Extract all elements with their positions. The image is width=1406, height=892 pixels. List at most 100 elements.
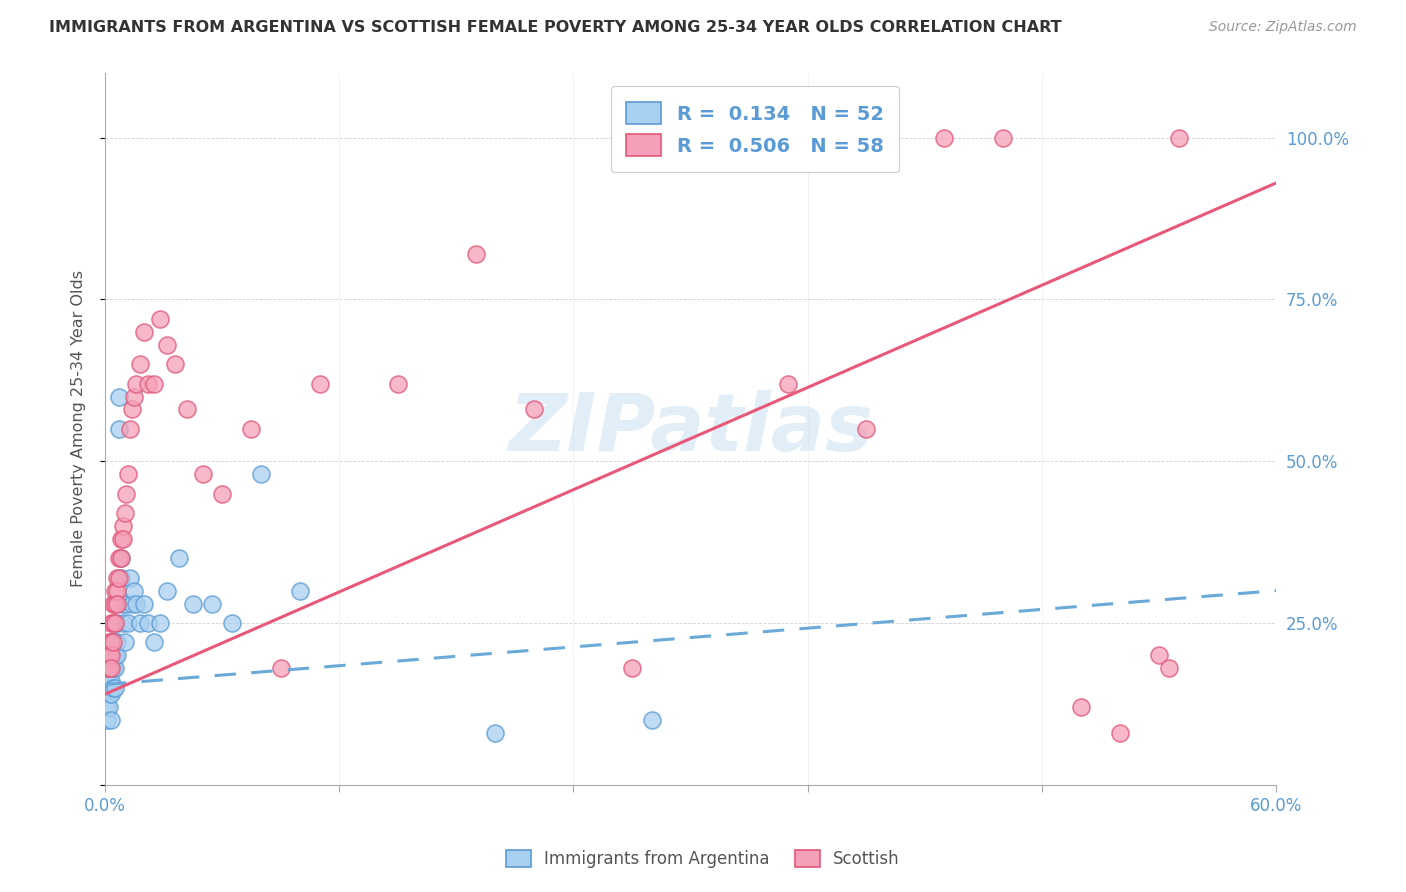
Point	[97, 635, 120, 649]
Point	[991, 130, 1014, 145]
Point	[156, 337, 179, 351]
Point	[132, 325, 155, 339]
Text: IMMIGRANTS FROM ARGENTINA VS SCOTTISH FEMALE POVERTY AMONG 25-34 YEAR OLDS CORRE: IMMIGRANTS FROM ARGENTINA VS SCOTTISH FE…	[49, 20, 1062, 35]
Point	[156, 583, 179, 598]
Point	[855, 422, 877, 436]
Point	[117, 615, 139, 630]
Point	[114, 635, 136, 649]
Point	[101, 648, 124, 663]
Point	[122, 390, 145, 404]
Point	[111, 597, 134, 611]
Point	[167, 551, 190, 566]
Point	[104, 583, 127, 598]
Point	[100, 713, 122, 727]
Point	[101, 615, 124, 630]
Point	[97, 687, 120, 701]
Point	[105, 615, 128, 630]
Point	[114, 506, 136, 520]
Point	[181, 597, 204, 611]
Point	[270, 661, 292, 675]
Point	[104, 681, 127, 695]
Point	[464, 247, 486, 261]
Point	[129, 357, 152, 371]
Point	[107, 422, 129, 436]
Point	[110, 571, 132, 585]
Point	[104, 648, 127, 663]
Point	[191, 467, 214, 482]
Point	[176, 402, 198, 417]
Point	[136, 376, 159, 391]
Point	[97, 700, 120, 714]
Point	[132, 597, 155, 611]
Point	[125, 376, 148, 391]
Point	[120, 571, 142, 585]
Point	[97, 661, 120, 675]
Point	[142, 635, 165, 649]
Point	[96, 661, 118, 675]
Point	[201, 597, 224, 611]
Point	[97, 661, 120, 675]
Point	[136, 615, 159, 630]
Point	[97, 648, 120, 663]
Point	[101, 597, 124, 611]
Y-axis label: Female Poverty Among 25-34 Year Olds: Female Poverty Among 25-34 Year Olds	[72, 270, 86, 587]
Point	[100, 648, 122, 663]
Point	[387, 376, 409, 391]
Point	[778, 376, 800, 391]
Legend: Immigrants from Argentina, Scottish: Immigrants from Argentina, Scottish	[499, 843, 907, 875]
Point	[105, 597, 128, 611]
Point	[1070, 700, 1092, 714]
Legend: R =  0.134   N = 52, R =  0.506   N = 58: R = 0.134 N = 52, R = 0.506 N = 58	[610, 87, 900, 172]
Point	[121, 402, 143, 417]
Point	[110, 551, 132, 566]
Point	[875, 130, 897, 145]
Point	[110, 532, 132, 546]
Point	[934, 130, 956, 145]
Point	[101, 661, 124, 675]
Point	[129, 615, 152, 630]
Point	[105, 571, 128, 585]
Point	[149, 615, 172, 630]
Point	[115, 597, 138, 611]
Point	[250, 467, 273, 482]
Point	[100, 635, 122, 649]
Point	[96, 648, 118, 663]
Point	[100, 687, 122, 701]
Point	[107, 551, 129, 566]
Point	[100, 615, 122, 630]
Point	[104, 615, 127, 630]
Point	[120, 422, 142, 436]
Point	[104, 661, 127, 675]
Point	[211, 486, 233, 500]
Point	[115, 486, 138, 500]
Point	[105, 583, 128, 598]
Point	[107, 571, 129, 585]
Point	[165, 357, 187, 371]
Point	[100, 661, 122, 675]
Point	[101, 681, 124, 695]
Point	[105, 648, 128, 663]
Point	[96, 700, 118, 714]
Point	[104, 635, 127, 649]
Point	[121, 597, 143, 611]
Point	[100, 648, 122, 663]
Point	[96, 713, 118, 727]
Point	[125, 597, 148, 611]
Point	[107, 390, 129, 404]
Point	[117, 467, 139, 482]
Point	[100, 674, 122, 689]
Point	[1109, 726, 1132, 740]
Point	[101, 635, 124, 649]
Point	[122, 583, 145, 598]
Point	[105, 635, 128, 649]
Point	[149, 311, 172, 326]
Point	[1167, 130, 1189, 145]
Point	[1147, 648, 1170, 663]
Text: Source: ZipAtlas.com: Source: ZipAtlas.com	[1209, 20, 1357, 34]
Point	[1157, 661, 1180, 675]
Point	[96, 661, 118, 675]
Point	[97, 674, 120, 689]
Point	[523, 402, 546, 417]
Point	[240, 422, 263, 436]
Point	[96, 681, 118, 695]
